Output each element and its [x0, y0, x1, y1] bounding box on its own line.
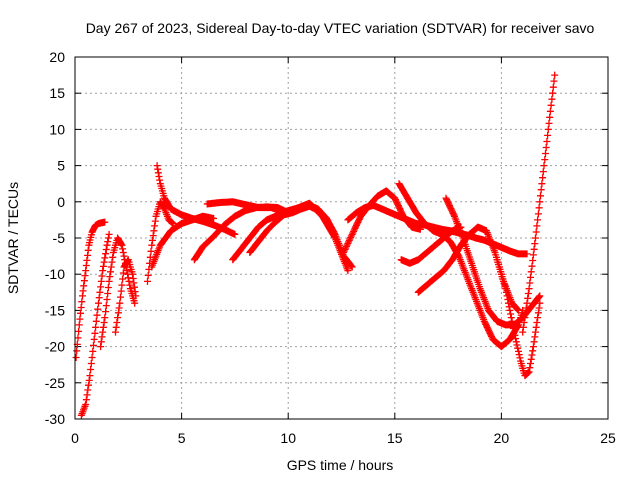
data-points: [144, 198, 177, 285]
data-points: [77, 230, 113, 419]
series-arc-9: [203, 198, 352, 275]
data-series: [72, 71, 559, 419]
series-arc-11: [246, 202, 322, 256]
x-tick-label: 0: [71, 430, 79, 446]
y-tick-label: -10: [45, 266, 65, 282]
data-points: [519, 71, 559, 336]
data-points: [148, 212, 218, 271]
x-axis-label: GPS time / hours: [287, 457, 394, 473]
data-points: [246, 202, 322, 256]
y-axis-label: SDTVAR / TECUs: [5, 182, 21, 294]
series-arc-2: [77, 230, 113, 419]
y-tick-label: 20: [49, 49, 65, 65]
series-arc-5: [144, 198, 177, 285]
y-tick-label: -20: [45, 339, 65, 355]
data-points: [72, 218, 109, 361]
x-tick-label: 20: [494, 430, 510, 446]
y-tick-label: -5: [53, 230, 66, 246]
y-tick-labels: -30 -25 -20 -15 -10 -5 0 5 10 15 20: [45, 49, 65, 427]
series-arc-1: [72, 218, 109, 361]
series-arc-16: [414, 223, 522, 314]
series-arc-14: [395, 180, 527, 351]
y-tick-label: 15: [49, 85, 65, 101]
grid-lines: [75, 57, 608, 419]
series-arc-4: [112, 256, 140, 336]
plot-frame: [74, 56, 609, 420]
y-tick-label: 5: [57, 158, 65, 174]
data-points: [493, 256, 544, 380]
data-points: [112, 256, 140, 336]
series-arc-15: [397, 223, 465, 267]
series-arc-3: [97, 234, 139, 351]
chart-title: Day 267 of 2023, Sidereal Day-to-day VTE…: [86, 20, 595, 36]
y-tick-label: -30: [45, 411, 65, 427]
data-points: [203, 198, 352, 275]
series-arc-18: [493, 256, 544, 380]
data-points: [97, 234, 139, 351]
series-arc-19: [519, 71, 559, 336]
x-tick-label: 25: [600, 430, 616, 446]
x-tick-label: 10: [280, 430, 296, 446]
y-tick-label: 10: [49, 121, 65, 137]
x-tick-label: 5: [178, 430, 186, 446]
y-tick-label: -25: [45, 375, 65, 391]
x-tick-label: 15: [387, 430, 403, 446]
data-points: [397, 223, 465, 267]
y-tick-label: 0: [57, 194, 65, 210]
y-tick-label: -15: [45, 302, 65, 318]
data-points: [414, 223, 522, 314]
data-points: [395, 180, 527, 351]
x-tick-labels: 0 5 10 15 20 25: [71, 430, 616, 446]
series-arc-7: [148, 212, 218, 271]
